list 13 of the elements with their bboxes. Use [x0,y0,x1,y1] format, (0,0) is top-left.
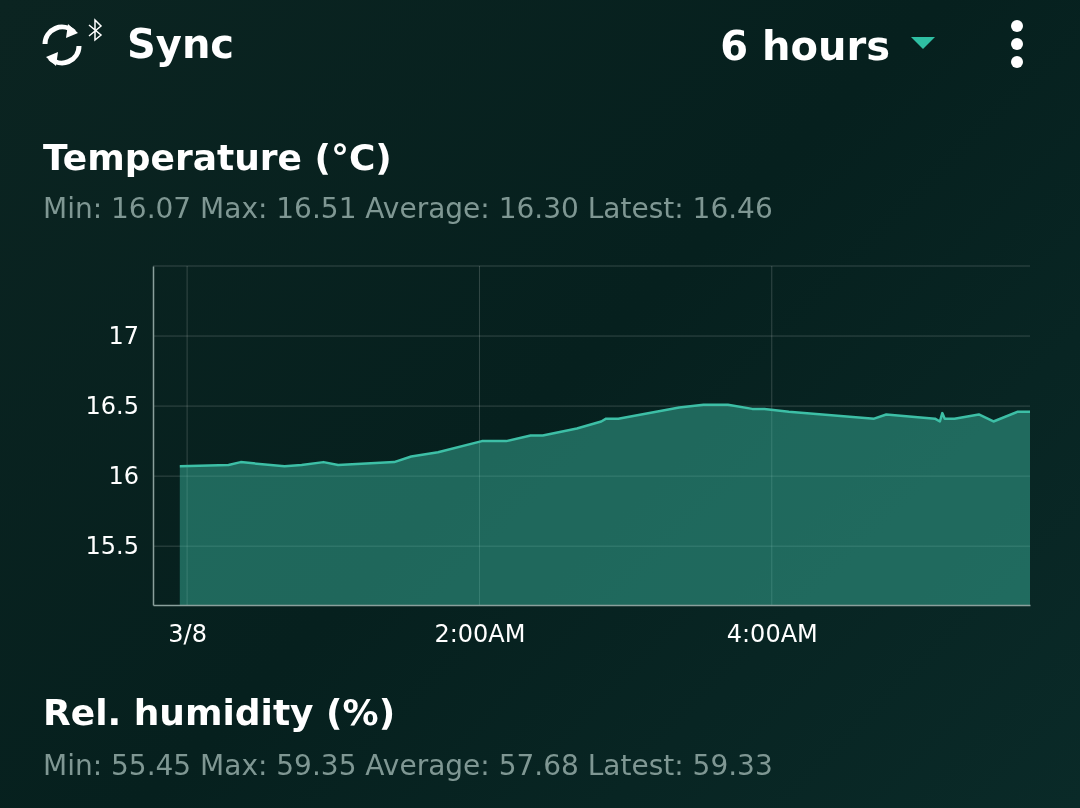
y-tick-label: 16.5 [85,392,139,421]
y-tick-label: 17 [108,322,139,351]
chart-title: Temperature (°C) [43,137,392,178]
text: Sync [127,21,235,67]
x-tick-label: 4:00AM [726,620,818,649]
x-tick-label: 2:00AM [434,620,526,649]
text: 6 hours [720,23,890,69]
text: Min: 55.45 Max: 59.35 Average: 57.68 Latest: 59.33 [43,749,773,782]
x-tick-label: 3/8 [168,620,207,649]
y-tick-label: 16 [108,462,139,491]
chart-subtitle: Min: 16.07 Max: 16.51 Average: 16.30 Latest: 16.46 [43,192,773,225]
text: Rel. humidity (%) [43,692,396,733]
y-tick-label: 15.5 [85,532,139,561]
